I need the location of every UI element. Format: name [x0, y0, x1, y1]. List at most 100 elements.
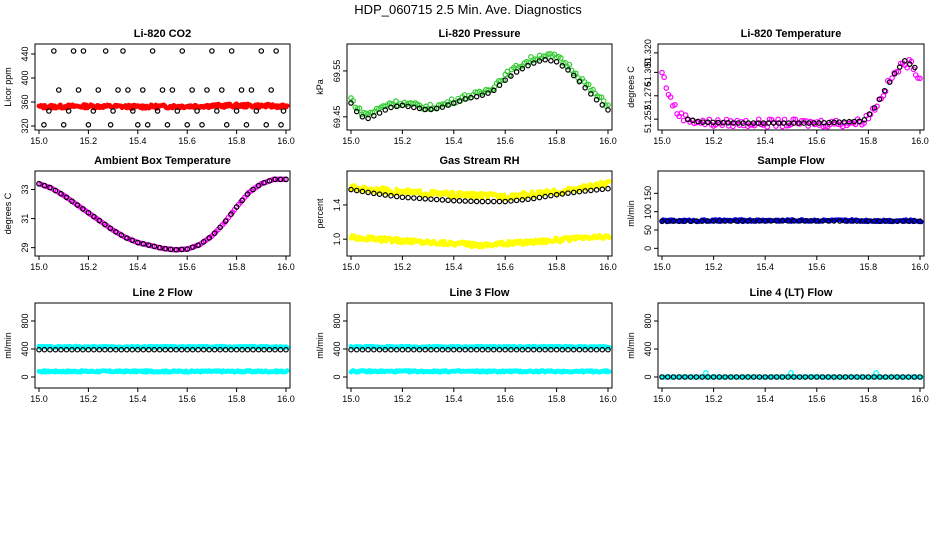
y-tick-label: 800 [643, 313, 653, 328]
data-point [588, 346, 594, 353]
data-point [715, 119, 721, 126]
data-point [690, 117, 696, 124]
data-point [490, 346, 497, 353]
data-point [145, 242, 152, 248]
data-point [570, 346, 577, 353]
data-point [825, 218, 832, 224]
data-point [41, 346, 48, 353]
data-point [659, 69, 665, 76]
data-point [85, 346, 92, 353]
data-point [854, 218, 860, 224]
data-point [209, 48, 215, 54]
data-point [376, 191, 383, 198]
data-point [422, 106, 429, 113]
data-point [785, 218, 791, 224]
panel-title: Line 2 Flow [133, 287, 193, 299]
data-point [745, 374, 751, 380]
data-point [588, 187, 594, 194]
data-point [277, 176, 284, 183]
data-point [456, 346, 463, 353]
data-point [806, 120, 812, 126]
data-point [200, 346, 207, 353]
data-point [889, 75, 895, 81]
data-point [124, 235, 130, 241]
data-point [912, 64, 918, 71]
data-point [859, 218, 866, 224]
data-point [411, 346, 417, 353]
data-point [496, 346, 503, 353]
data-point [548, 192, 554, 199]
x-tick-label: 15.2 [80, 262, 98, 272]
data-point [739, 374, 746, 380]
data-point [85, 122, 92, 128]
data-point [173, 246, 180, 253]
data-point [842, 218, 849, 224]
data-point [664, 374, 671, 380]
data-point [462, 346, 469, 353]
data-point [836, 374, 843, 380]
data-point [672, 101, 678, 108]
data-point [130, 108, 136, 114]
data-point [606, 178, 612, 184]
data-point [239, 346, 245, 353]
data-point [496, 82, 503, 89]
data-point [266, 346, 273, 353]
data-point [693, 218, 700, 224]
x-tick-label: 15.2 [705, 394, 723, 404]
y-tick-label: 100 [643, 204, 653, 219]
data-point [359, 346, 366, 353]
data-point [416, 346, 423, 353]
x-tick-label: 15.0 [30, 262, 48, 272]
data-point [266, 178, 273, 184]
y-tick-label: 320 [20, 118, 30, 133]
data-point [36, 346, 42, 353]
x-tick-label: 15.6 [496, 136, 514, 146]
data-point [917, 218, 923, 225]
chart-panel: Li-820 CO2 Licor ppm 15.0 15.2 15.4 15.6 15.8 1… [3, 28, 295, 146]
data-point [151, 243, 158, 250]
data-point [768, 374, 774, 380]
x-tick-label: 15.2 [705, 136, 723, 146]
x-tick-label: 15.2 [394, 394, 412, 404]
y-tick-label: 69.55 [332, 60, 342, 83]
data-point [416, 105, 423, 112]
y-tick-label: 51.252 [643, 105, 653, 133]
data-point [411, 104, 417, 111]
data-point [96, 217, 103, 224]
data-point [676, 374, 683, 380]
data-point [253, 108, 260, 114]
data-point [530, 195, 537, 202]
data-point [508, 198, 514, 204]
data-point [439, 346, 446, 353]
data-point [228, 346, 234, 353]
panel-title: Ambient Box Temperature [94, 155, 231, 167]
data-point [576, 78, 583, 85]
data-point [149, 48, 156, 54]
data-point [559, 346, 566, 353]
data-point [184, 122, 191, 128]
data-point [513, 69, 520, 75]
data-point [664, 218, 671, 224]
x-tick-label: 15.6 [496, 262, 514, 272]
data-point [881, 87, 888, 94]
data-point [901, 58, 908, 64]
data-point [513, 197, 520, 204]
data-point [195, 242, 201, 249]
data-point [519, 346, 526, 353]
data-point [582, 188, 588, 194]
data-point [51, 48, 57, 54]
plot-frame [657, 170, 925, 257]
data-point [479, 92, 486, 98]
data-series [36, 346, 289, 353]
data-point [74, 346, 81, 353]
data-point [74, 202, 81, 208]
data-point [102, 346, 108, 353]
data-point [206, 346, 212, 353]
data-point [825, 374, 832, 380]
data-point [687, 374, 694, 380]
data-point [55, 87, 62, 93]
data-point [250, 346, 256, 353]
x-tick-label: 15.0 [30, 136, 48, 146]
plot-frame [657, 302, 925, 389]
data-point [877, 218, 883, 224]
